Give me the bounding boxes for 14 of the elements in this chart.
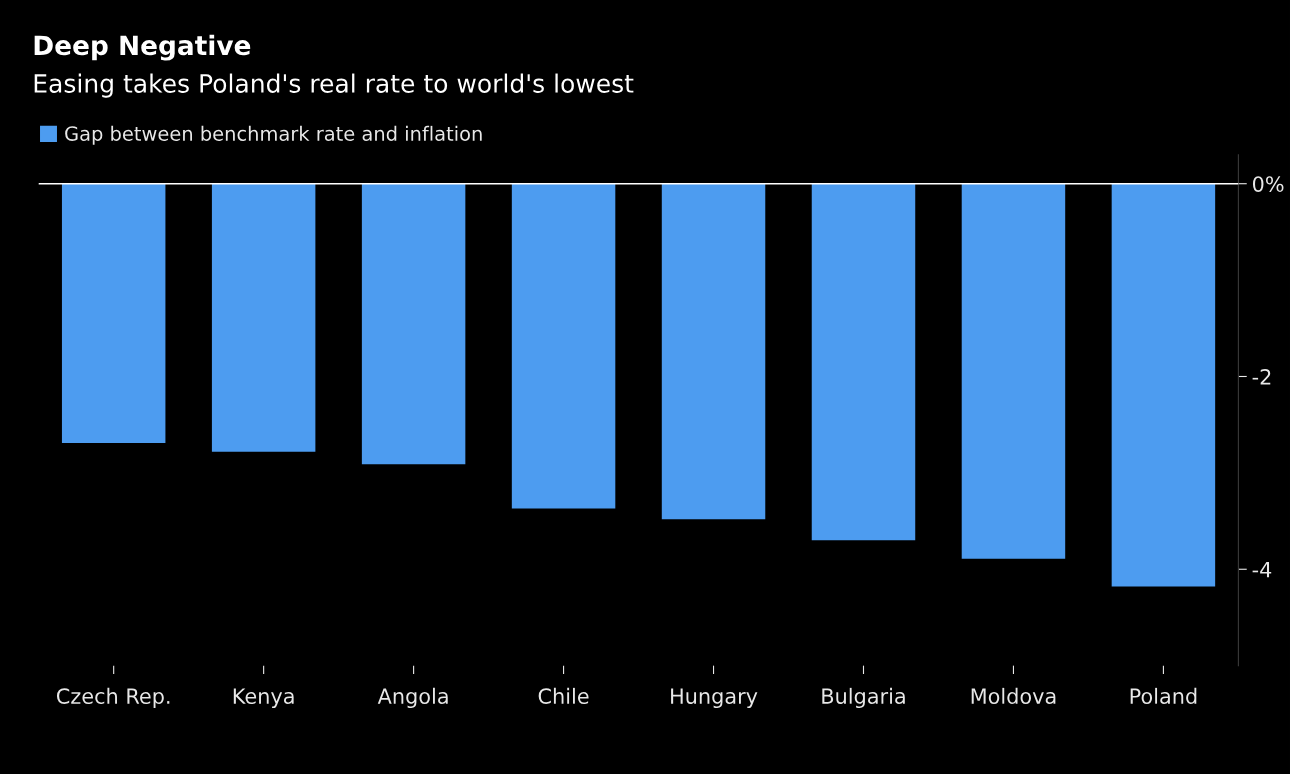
y-tick-label: 0%: [1252, 176, 1284, 192]
legend-label: Gap between benchmark rate and inflation: [65, 125, 482, 145]
x-tick-label: Chile: [538, 687, 589, 704]
chart-subtitle: Easing takes Poland's real rate to world's lowest: [34, 73, 634, 98]
x-tick-label: Moldova: [971, 687, 1056, 704]
y-tick-label: -4: [1252, 561, 1272, 578]
x-tick-label: Bulgaria: [822, 687, 905, 709]
chart-title: Deep Negative: [34, 34, 251, 61]
x-tick-label: Poland: [1130, 687, 1197, 704]
x-tick-label: Hungary: [671, 688, 758, 709]
y-tick-label: -2: [1252, 368, 1271, 385]
x-tick-label: Angola: [377, 687, 448, 709]
x-tick-label: Kenya: [233, 688, 294, 709]
x-tick-label: Czech Rep.: [56, 687, 170, 709]
